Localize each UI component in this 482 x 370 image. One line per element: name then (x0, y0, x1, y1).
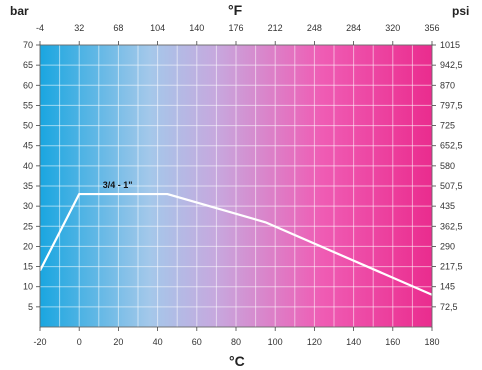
x-tick-label: 80 (231, 337, 241, 347)
x-top-tick-label: 320 (385, 23, 400, 33)
axes: -20 0 20 40 60 80 100 120 140 160 180 -4 32 68 104 140 1… (23, 23, 463, 347)
y-right-tick-label: 290 (440, 241, 455, 251)
y-left-tick-label: 10 (23, 282, 33, 292)
x-tick-label: 140 (346, 337, 361, 347)
x-tick-label: 0 (77, 337, 82, 347)
x-top-tick-label: 356 (424, 23, 439, 33)
x-tick-label: 100 (268, 337, 283, 347)
x-tick-label: 40 (153, 337, 163, 347)
y-left-tick-label: 5 (28, 302, 33, 312)
y-left-tick-label: 60 (23, 80, 33, 90)
x-tick-label: 180 (424, 337, 439, 347)
x-top-tick-label: 68 (113, 23, 123, 33)
x-tick-label: 20 (113, 337, 123, 347)
x-top-tick-label: 248 (307, 23, 322, 33)
y-right-tick-label: 435 (440, 201, 455, 211)
y-left-tick-label: 30 (23, 201, 33, 211)
y-left-tick-label: 65 (23, 60, 33, 70)
y-right-tick-label: 217,5 (440, 262, 463, 272)
y-left-tick-label: 50 (23, 121, 33, 131)
x-tick-label: 60 (192, 337, 202, 347)
y-right-tick-label: 1015 (440, 40, 460, 50)
series-label: 3/4 - 1" (103, 180, 133, 190)
x-top-tick-label: 176 (228, 23, 243, 33)
y-left-tick-label: 40 (23, 161, 33, 171)
x-bottom-unit-label: °C (229, 353, 245, 369)
x-top-tick-label: 284 (346, 23, 361, 33)
y-right-tick-label: 72,5 (440, 302, 458, 312)
x-top-tick-label: 104 (150, 23, 165, 33)
y-left-tick-label: 35 (23, 181, 33, 191)
x-top-tick-label: -4 (36, 23, 44, 33)
y-right-tick-label: 580 (440, 161, 455, 171)
y-right-tick-label: 652,5 (440, 141, 463, 151)
y-left-tick-label: 15 (23, 262, 33, 272)
y-right-tick-label: 507,5 (440, 181, 463, 191)
x-top-tick-label: 212 (268, 23, 283, 33)
x-tick-label: 120 (307, 337, 322, 347)
grid (39, 44, 433, 328)
x-tick-label: -20 (33, 337, 46, 347)
y-right-tick-label: 942,5 (440, 60, 463, 70)
y-right-tick-label: 797,5 (440, 100, 463, 110)
y-right-tick-label: 145 (440, 282, 455, 292)
x-top-tick-label: 140 (189, 23, 204, 33)
y-right-tick-label: 870 (440, 80, 455, 90)
y-left-tick-label: 25 (23, 221, 33, 231)
y-right-unit-label: psi (452, 4, 469, 18)
y-left-unit-label: bar (10, 4, 29, 18)
x-top-tick-label: 32 (74, 23, 84, 33)
y-right-tick-label: 725 (440, 121, 455, 131)
y-right-tick-label: 362,5 (440, 221, 463, 231)
y-left-tick-label: 55 (23, 100, 33, 110)
y-left-tick-label: 45 (23, 141, 33, 151)
y-left-tick-label: 70 (23, 40, 33, 50)
y-left-tick-label: 20 (23, 241, 33, 251)
x-top-unit-label: °F (228, 2, 243, 18)
x-tick-label: 160 (385, 337, 400, 347)
